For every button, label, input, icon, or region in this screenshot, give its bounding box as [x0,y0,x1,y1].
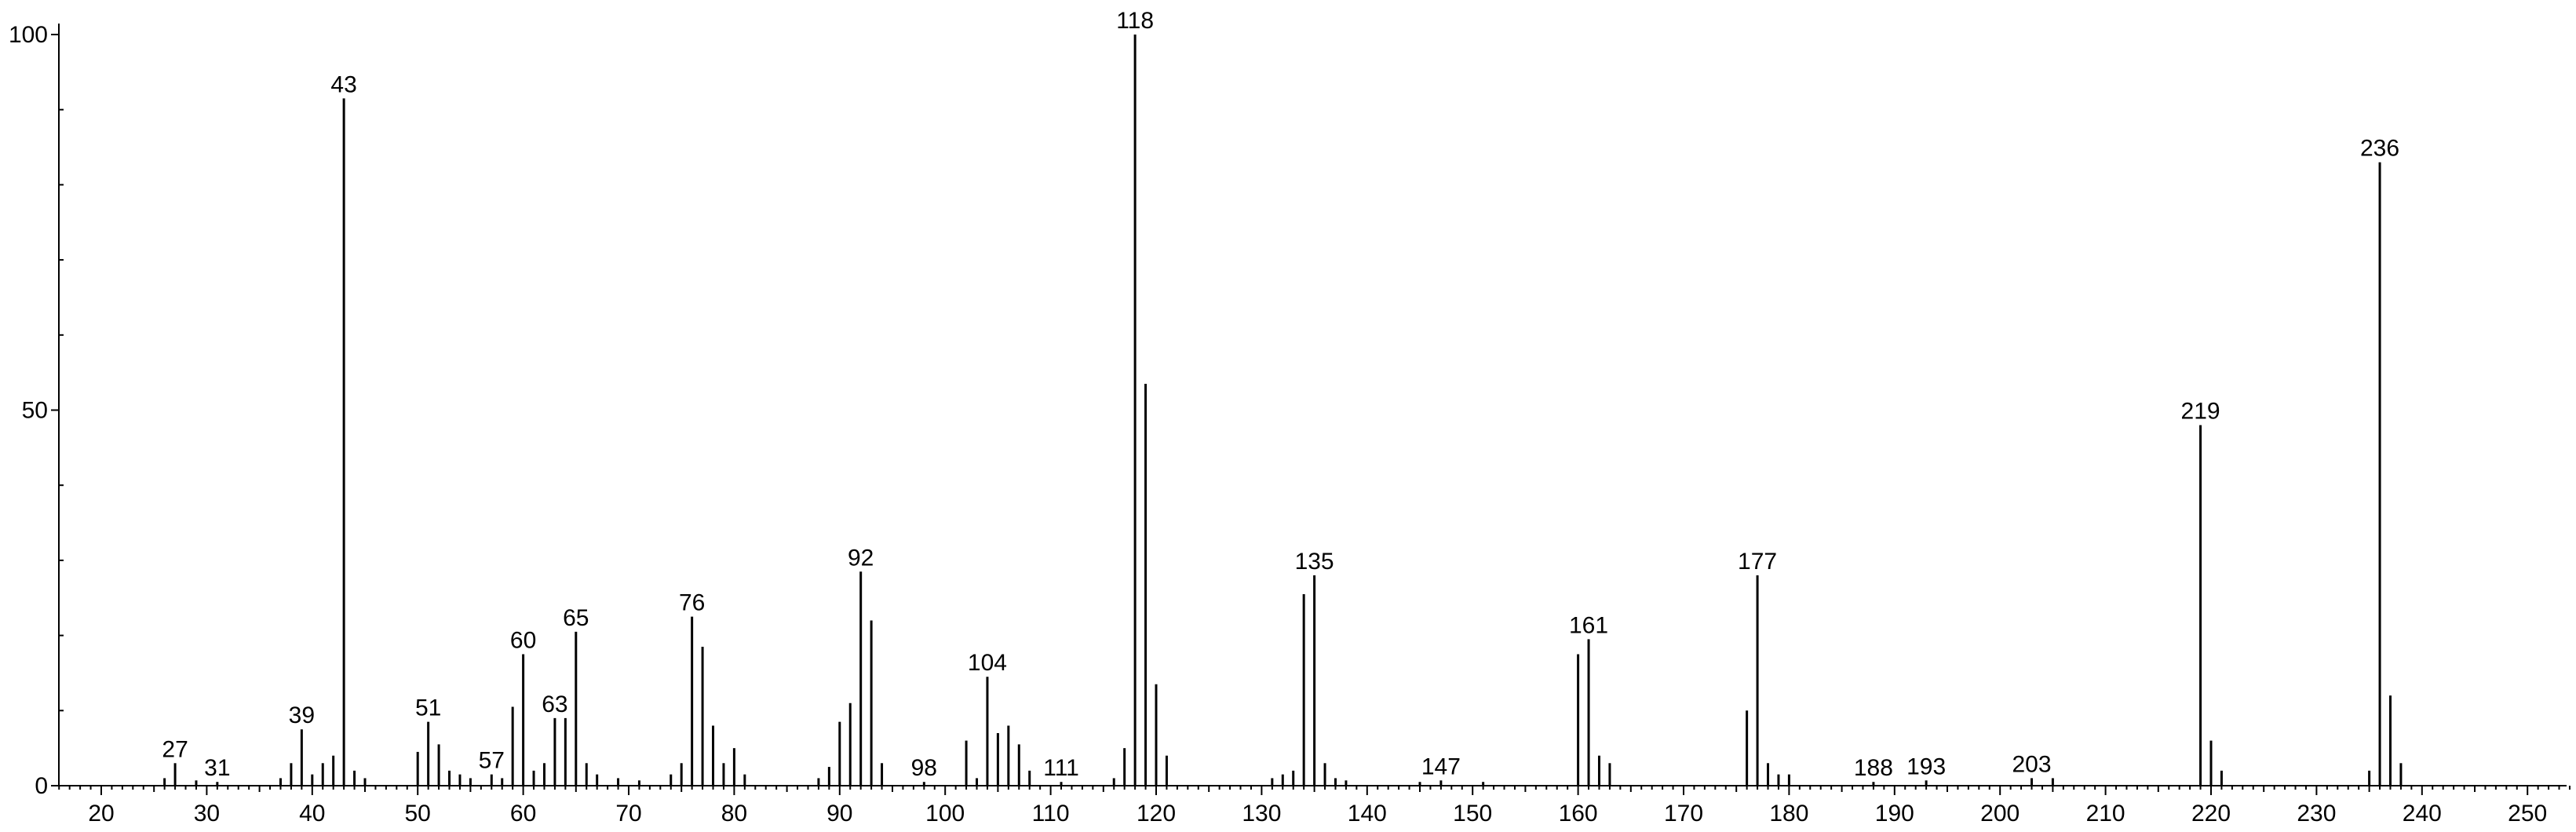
x-tick-label: 160 [1559,801,1598,827]
y-tick-label: 0 [35,773,48,799]
x-tick-label: 190 [1875,801,1914,827]
spectrum-peaks [163,35,2403,786]
x-tick-label: 150 [1453,801,1492,827]
peak-label-147: 147 [1421,754,1461,779]
x-tick-label: 200 [1980,801,2020,827]
x-tick-label: 70 [615,801,641,827]
peak-label-188: 188 [1854,755,1893,781]
peak-label-65: 65 [563,605,589,631]
x-tick-label: 250 [2508,801,2547,827]
peak-label-193: 193 [1906,754,1946,779]
peak-label-111: 111 [1043,755,1079,781]
x-tick-label: 130 [1242,801,1281,827]
x-tick-label: 30 [194,801,220,827]
x-tick-label: 120 [1137,801,1176,827]
peak-label-43: 43 [330,71,356,97]
peak-label-39: 39 [289,702,315,728]
x-tick-label: 40 [299,801,325,827]
x-tick-label: 180 [1769,801,1808,827]
x-tick-label: 60 [510,801,536,827]
x-tick-label: 240 [2403,801,2442,827]
x-tick-label: 50 [405,801,431,827]
peak-label-57: 57 [479,748,505,774]
peak-label-219: 219 [2181,399,2220,425]
x-tick-label: 110 [1032,801,1070,827]
peak-label-60: 60 [510,628,536,654]
peak-label-104: 104 [968,650,1007,676]
peak-label-135: 135 [1295,549,1334,575]
peak-label-236: 236 [2360,136,2399,162]
chart-axes [58,24,2567,786]
x-tick-label: 140 [1348,801,1387,827]
x-tick-label: 230 [2297,801,2336,827]
x-axis-ticks: 20 30 40 50 60 70 80 90 100 110 120 130 140 150 160 170… [58,786,2571,827]
x-tick-label: 170 [1664,801,1703,827]
x-tick-label: 80 [721,801,747,827]
peak-label-177: 177 [1738,549,1777,575]
peak-label-51: 51 [415,695,441,721]
peak-label-203: 203 [2012,751,2051,777]
peak-label-27: 27 [162,736,188,762]
x-tick-label: 90 [826,801,852,827]
peak-label-98: 98 [911,755,937,781]
x-tick-label: 210 [2086,801,2125,827]
y-axis-ticks: 0 50 100 [9,22,64,799]
peak-labels: 27 31 39 43 51 57 60 63 65 76 92 98 104 111 118 135 147 1… [162,8,2399,781]
y-tick-label: 50 [22,398,48,424]
peak-label-31: 31 [204,755,230,781]
x-tick-label: 20 [88,801,114,827]
peak-label-76: 76 [679,590,705,616]
peak-label-161: 161 [1569,612,1608,638]
peak-label-63: 63 [542,692,567,717]
y-tick-label: 100 [9,22,48,48]
x-tick-label: 100 [925,801,965,827]
peak-label-118: 118 [1116,8,1154,34]
x-tick-label: 220 [2191,801,2231,827]
peak-label-92: 92 [848,545,874,571]
